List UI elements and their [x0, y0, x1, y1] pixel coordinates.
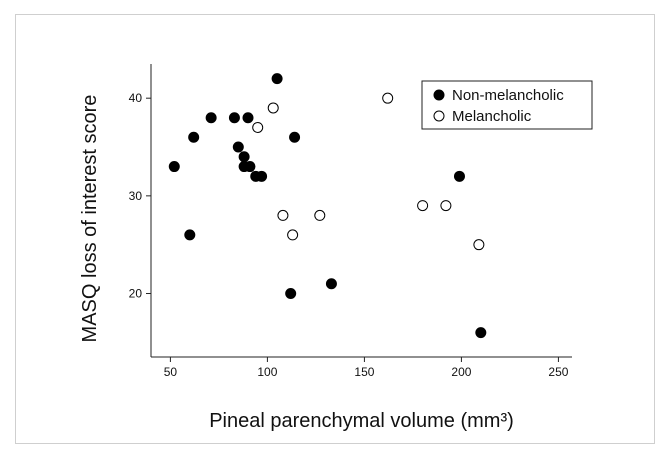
- data-points: [168, 73, 487, 339]
- data-point-non-melancholic: [285, 288, 297, 300]
- data-point-melancholic: [417, 200, 429, 212]
- data-point-melancholic: [440, 200, 452, 212]
- data-point-melancholic: [277, 209, 289, 221]
- data-point-non-melancholic: [184, 229, 196, 241]
- axes: 50 100 150 200 250 20 30 40: [129, 64, 572, 379]
- data-point-non-melancholic: [271, 73, 283, 85]
- y-axis-label: MASQ loss of interest score: [79, 95, 101, 343]
- data-point-melancholic: [473, 239, 485, 251]
- data-point-melancholic: [314, 209, 326, 221]
- data-point-non-melancholic: [228, 112, 240, 124]
- data-point-melancholic: [252, 121, 264, 133]
- legend-marker-melancholic: [433, 110, 445, 122]
- data-point-non-melancholic: [475, 327, 487, 339]
- x-axis-label: Pineal parenchymal volume (mm³): [209, 410, 514, 432]
- x-tick-label: 50: [164, 365, 178, 379]
- legend-label-melancholic: Melancholic: [452, 108, 532, 125]
- data-point-non-melancholic: [256, 170, 268, 182]
- data-point-non-melancholic: [188, 131, 200, 143]
- scatter-chart: 50 100 150 200 250 20 30 40 Non-melancholic Mela…: [79, 64, 593, 432]
- data-point-non-melancholic: [238, 151, 250, 163]
- legend-marker-non-melancholic: [433, 89, 445, 101]
- data-point-non-melancholic: [325, 278, 337, 290]
- data-point-non-melancholic: [205, 112, 217, 124]
- x-tick-label: 150: [354, 365, 374, 379]
- data-point-melancholic: [267, 102, 279, 114]
- chart-frame: 50 100 150 200 250 20 30 40 Non-melancholic Mela…: [15, 14, 655, 444]
- legend-label-non-melancholic: Non-melancholic: [452, 87, 564, 104]
- data-point-melancholic: [287, 229, 299, 241]
- y-tick-label: 30: [129, 189, 143, 203]
- data-point-non-melancholic: [168, 161, 180, 173]
- data-point-non-melancholic: [453, 170, 465, 182]
- data-point-melancholic: [382, 92, 394, 104]
- x-tick-label: 200: [451, 365, 471, 379]
- data-point-non-melancholic: [242, 112, 254, 124]
- legend: Non-melancholic Melancholic: [421, 80, 593, 130]
- y-tick-label: 40: [129, 91, 143, 105]
- data-point-non-melancholic: [289, 131, 301, 143]
- x-tick-label: 100: [257, 365, 277, 379]
- data-point-non-melancholic: [232, 141, 244, 153]
- legend-box: [421, 80, 593, 130]
- data-point-non-melancholic: [244, 161, 256, 173]
- x-tick-label: 250: [548, 365, 568, 379]
- y-tick-label: 20: [129, 287, 143, 301]
